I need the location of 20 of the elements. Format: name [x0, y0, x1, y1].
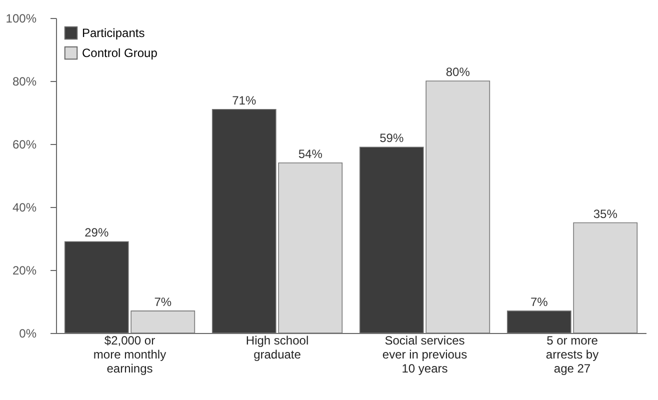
data-label: 80% — [446, 65, 470, 79]
data-label: 59% — [380, 131, 404, 146]
x-tick-label: 5 or more arrests by age 27 — [546, 334, 599, 376]
x-tick-label: High school graduate — [246, 334, 309, 362]
x-tick-label: $2,000 or more monthly earnings — [93, 334, 166, 376]
y-tick-label: 80% — [12, 74, 37, 88]
y-tick-label: 40% — [12, 200, 37, 214]
y-tick-label: 0% — [19, 326, 37, 340]
y-tick-label: 100% — [6, 12, 37, 26]
data-label: 71% — [232, 93, 256, 108]
data-label: 7% — [530, 294, 548, 309]
data-label: 54% — [298, 146, 323, 161]
x-tick-label: Social services ever in previous 10 years — [382, 334, 468, 376]
data-label: 7% — [154, 294, 172, 309]
data-label: 29% — [84, 226, 109, 240]
y-tick-label: 20% — [12, 264, 37, 278]
legend-label: Control Group — [82, 46, 158, 60]
data-label: 35% — [593, 206, 618, 221]
y-tick-label: 60% — [12, 138, 37, 152]
legend-label: Participants — [82, 26, 145, 40]
